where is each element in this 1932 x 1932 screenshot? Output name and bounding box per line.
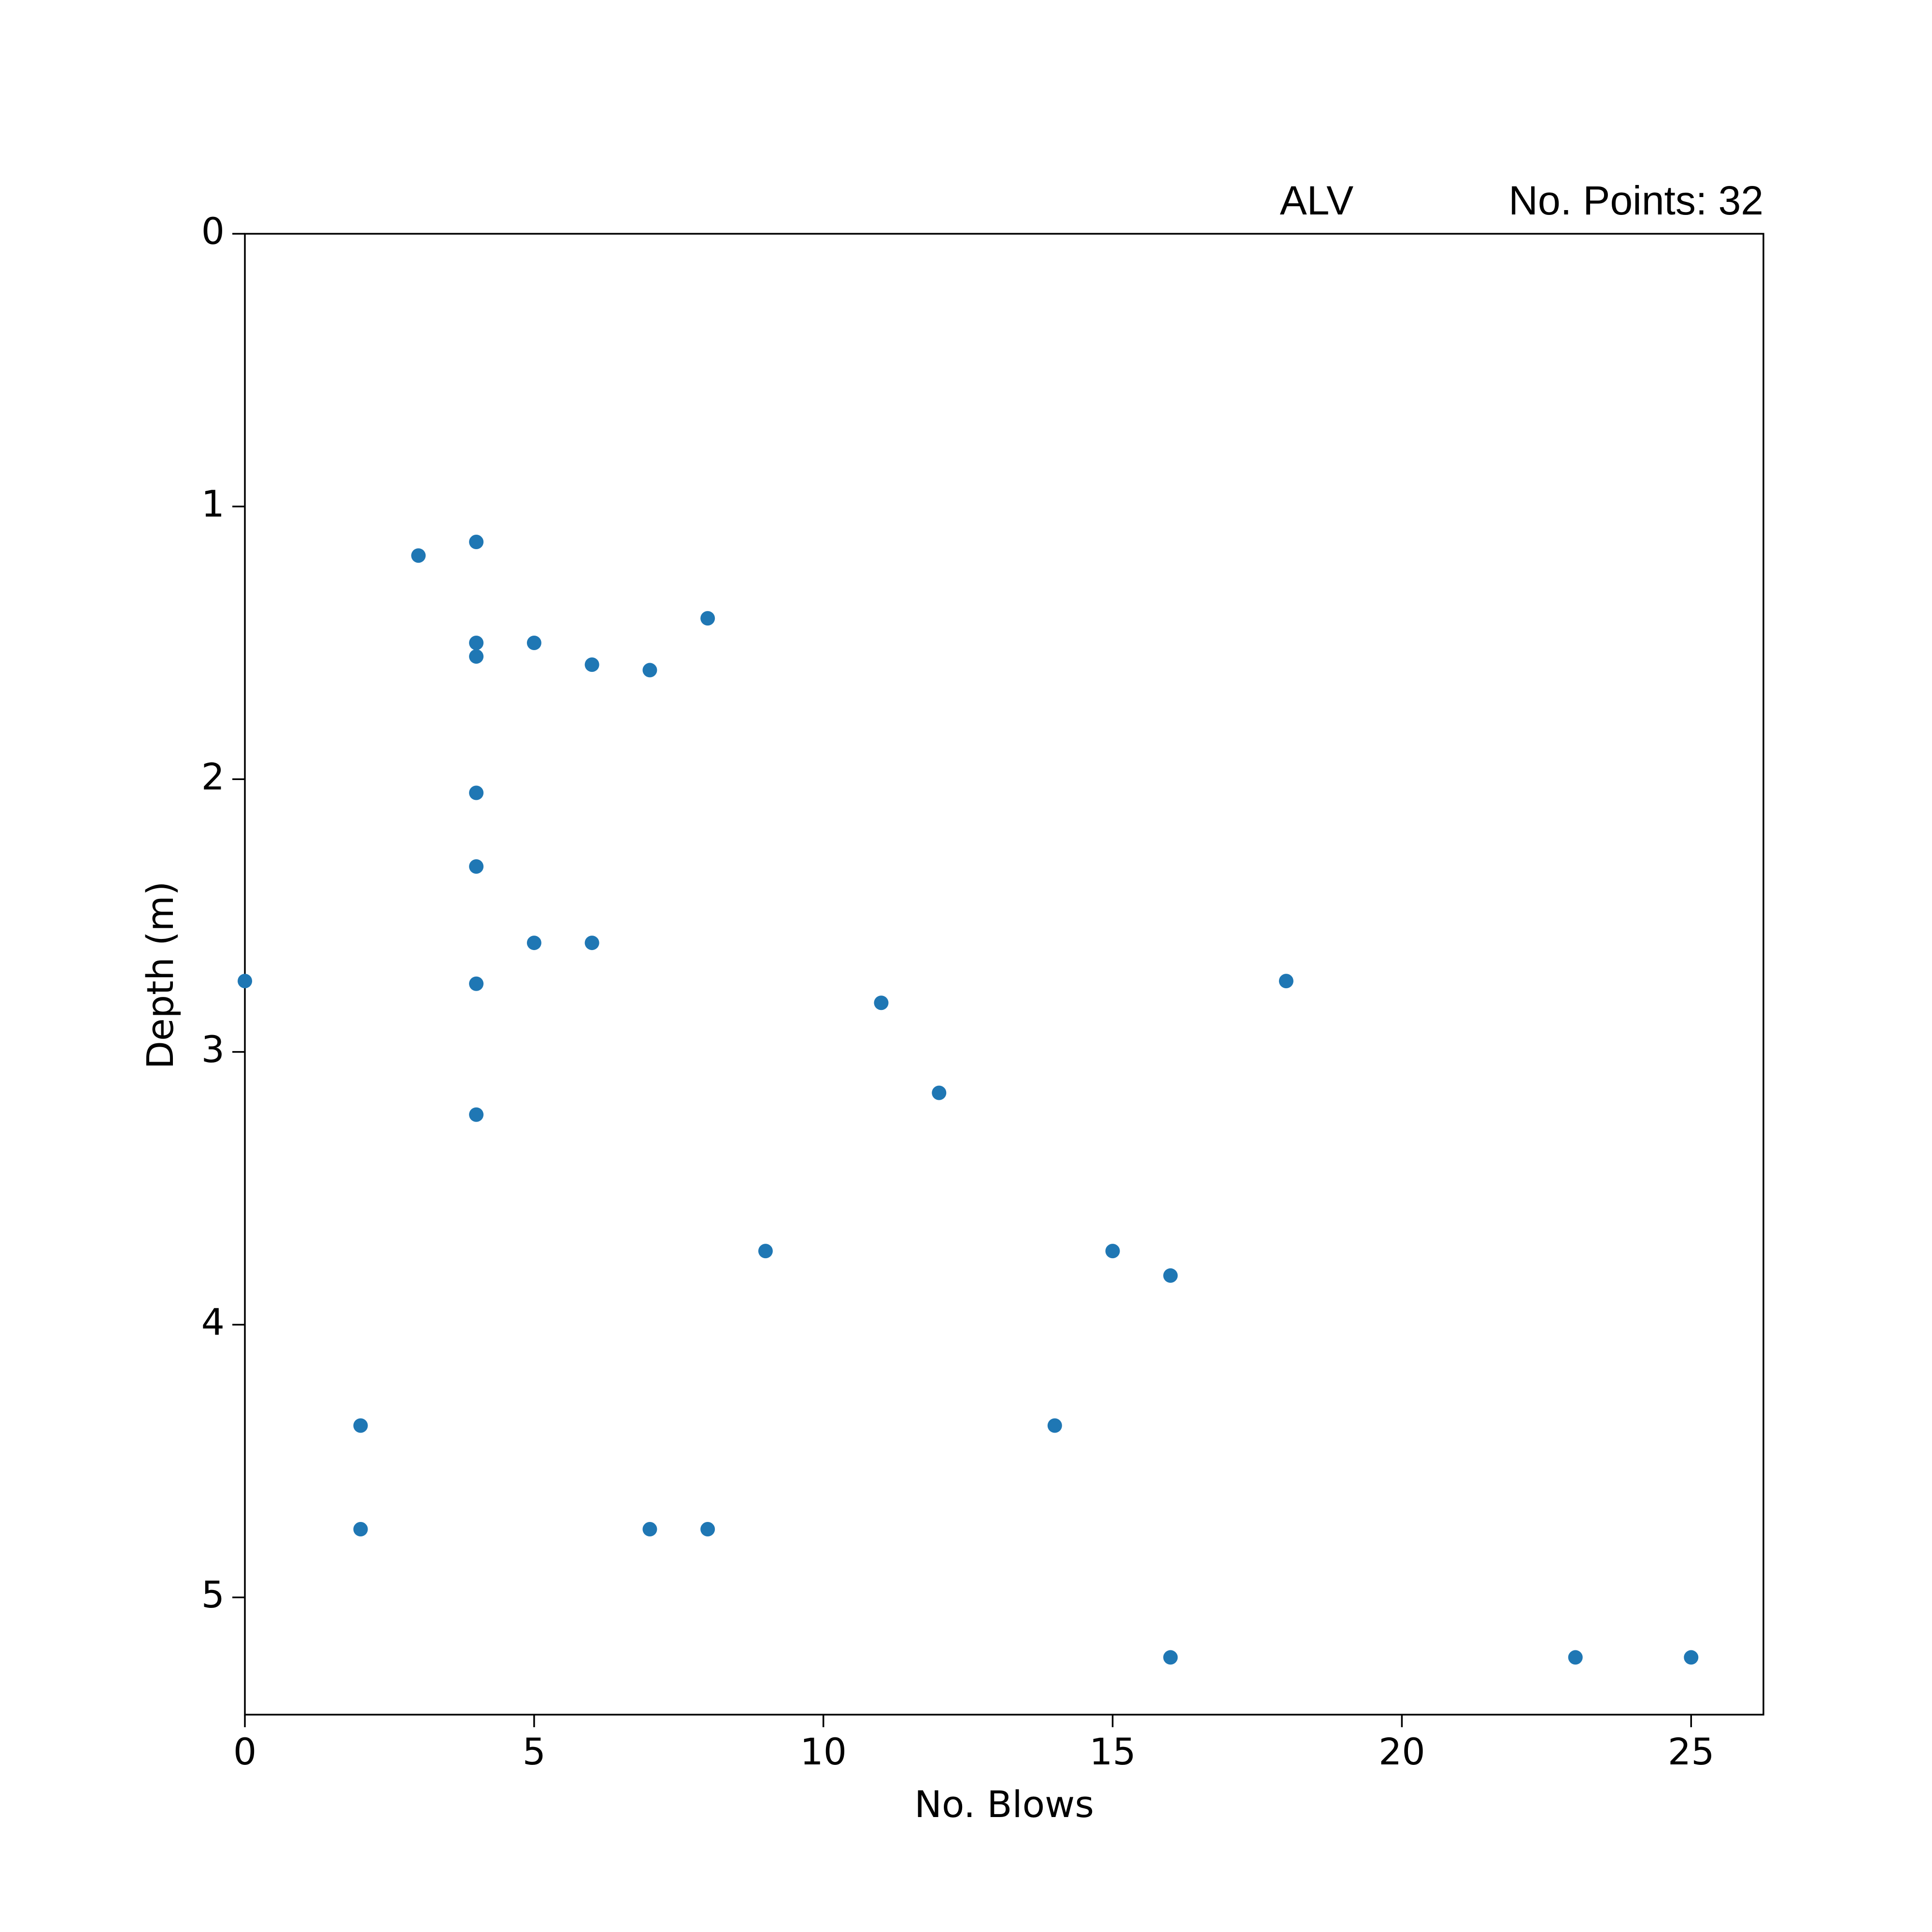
x-tick-label: 10	[800, 1730, 847, 1773]
y-axis-label: Depth (m)	[139, 881, 182, 1069]
point	[700, 611, 715, 626]
annotation: No. Points: 32	[1508, 178, 1763, 223]
y-tick-label: 4	[201, 1301, 225, 1344]
y-tick-label: 5	[201, 1573, 225, 1616]
y-tick-label: 3	[201, 1028, 225, 1071]
point	[584, 936, 599, 951]
point	[469, 649, 484, 664]
point	[700, 1522, 715, 1537]
point	[642, 663, 657, 678]
point	[932, 1085, 947, 1100]
point	[469, 635, 484, 650]
point	[238, 974, 252, 989]
point	[469, 1107, 484, 1122]
x-tick-label: 25	[1668, 1730, 1715, 1773]
axes-frame	[244, 233, 1764, 1716]
point	[1163, 1268, 1178, 1283]
point	[353, 1522, 368, 1537]
point	[1163, 1650, 1178, 1665]
point	[1047, 1418, 1062, 1433]
x-tick-label: 20	[1378, 1730, 1425, 1773]
point	[353, 1418, 368, 1433]
x-axis-label: No. Blows	[914, 1783, 1094, 1826]
point	[584, 657, 599, 672]
y-tick-label: 0	[201, 210, 225, 253]
point	[526, 936, 541, 951]
point	[874, 995, 889, 1010]
point	[469, 785, 484, 800]
point	[1568, 1650, 1583, 1665]
point	[469, 535, 484, 550]
point	[411, 548, 426, 563]
point	[469, 859, 484, 874]
point	[758, 1244, 773, 1259]
point	[1279, 974, 1293, 989]
point	[642, 1522, 657, 1537]
point	[1105, 1244, 1120, 1259]
x-tick-label: 5	[523, 1730, 546, 1773]
point	[469, 976, 484, 991]
annotation: ALV	[1280, 178, 1354, 223]
point	[526, 635, 541, 650]
y-tick-label: 1	[201, 483, 225, 526]
point	[1684, 1650, 1699, 1665]
x-tick-label: 15	[1089, 1730, 1136, 1773]
y-tick-label: 2	[201, 755, 225, 798]
x-tick-label: 0	[233, 1730, 256, 1773]
